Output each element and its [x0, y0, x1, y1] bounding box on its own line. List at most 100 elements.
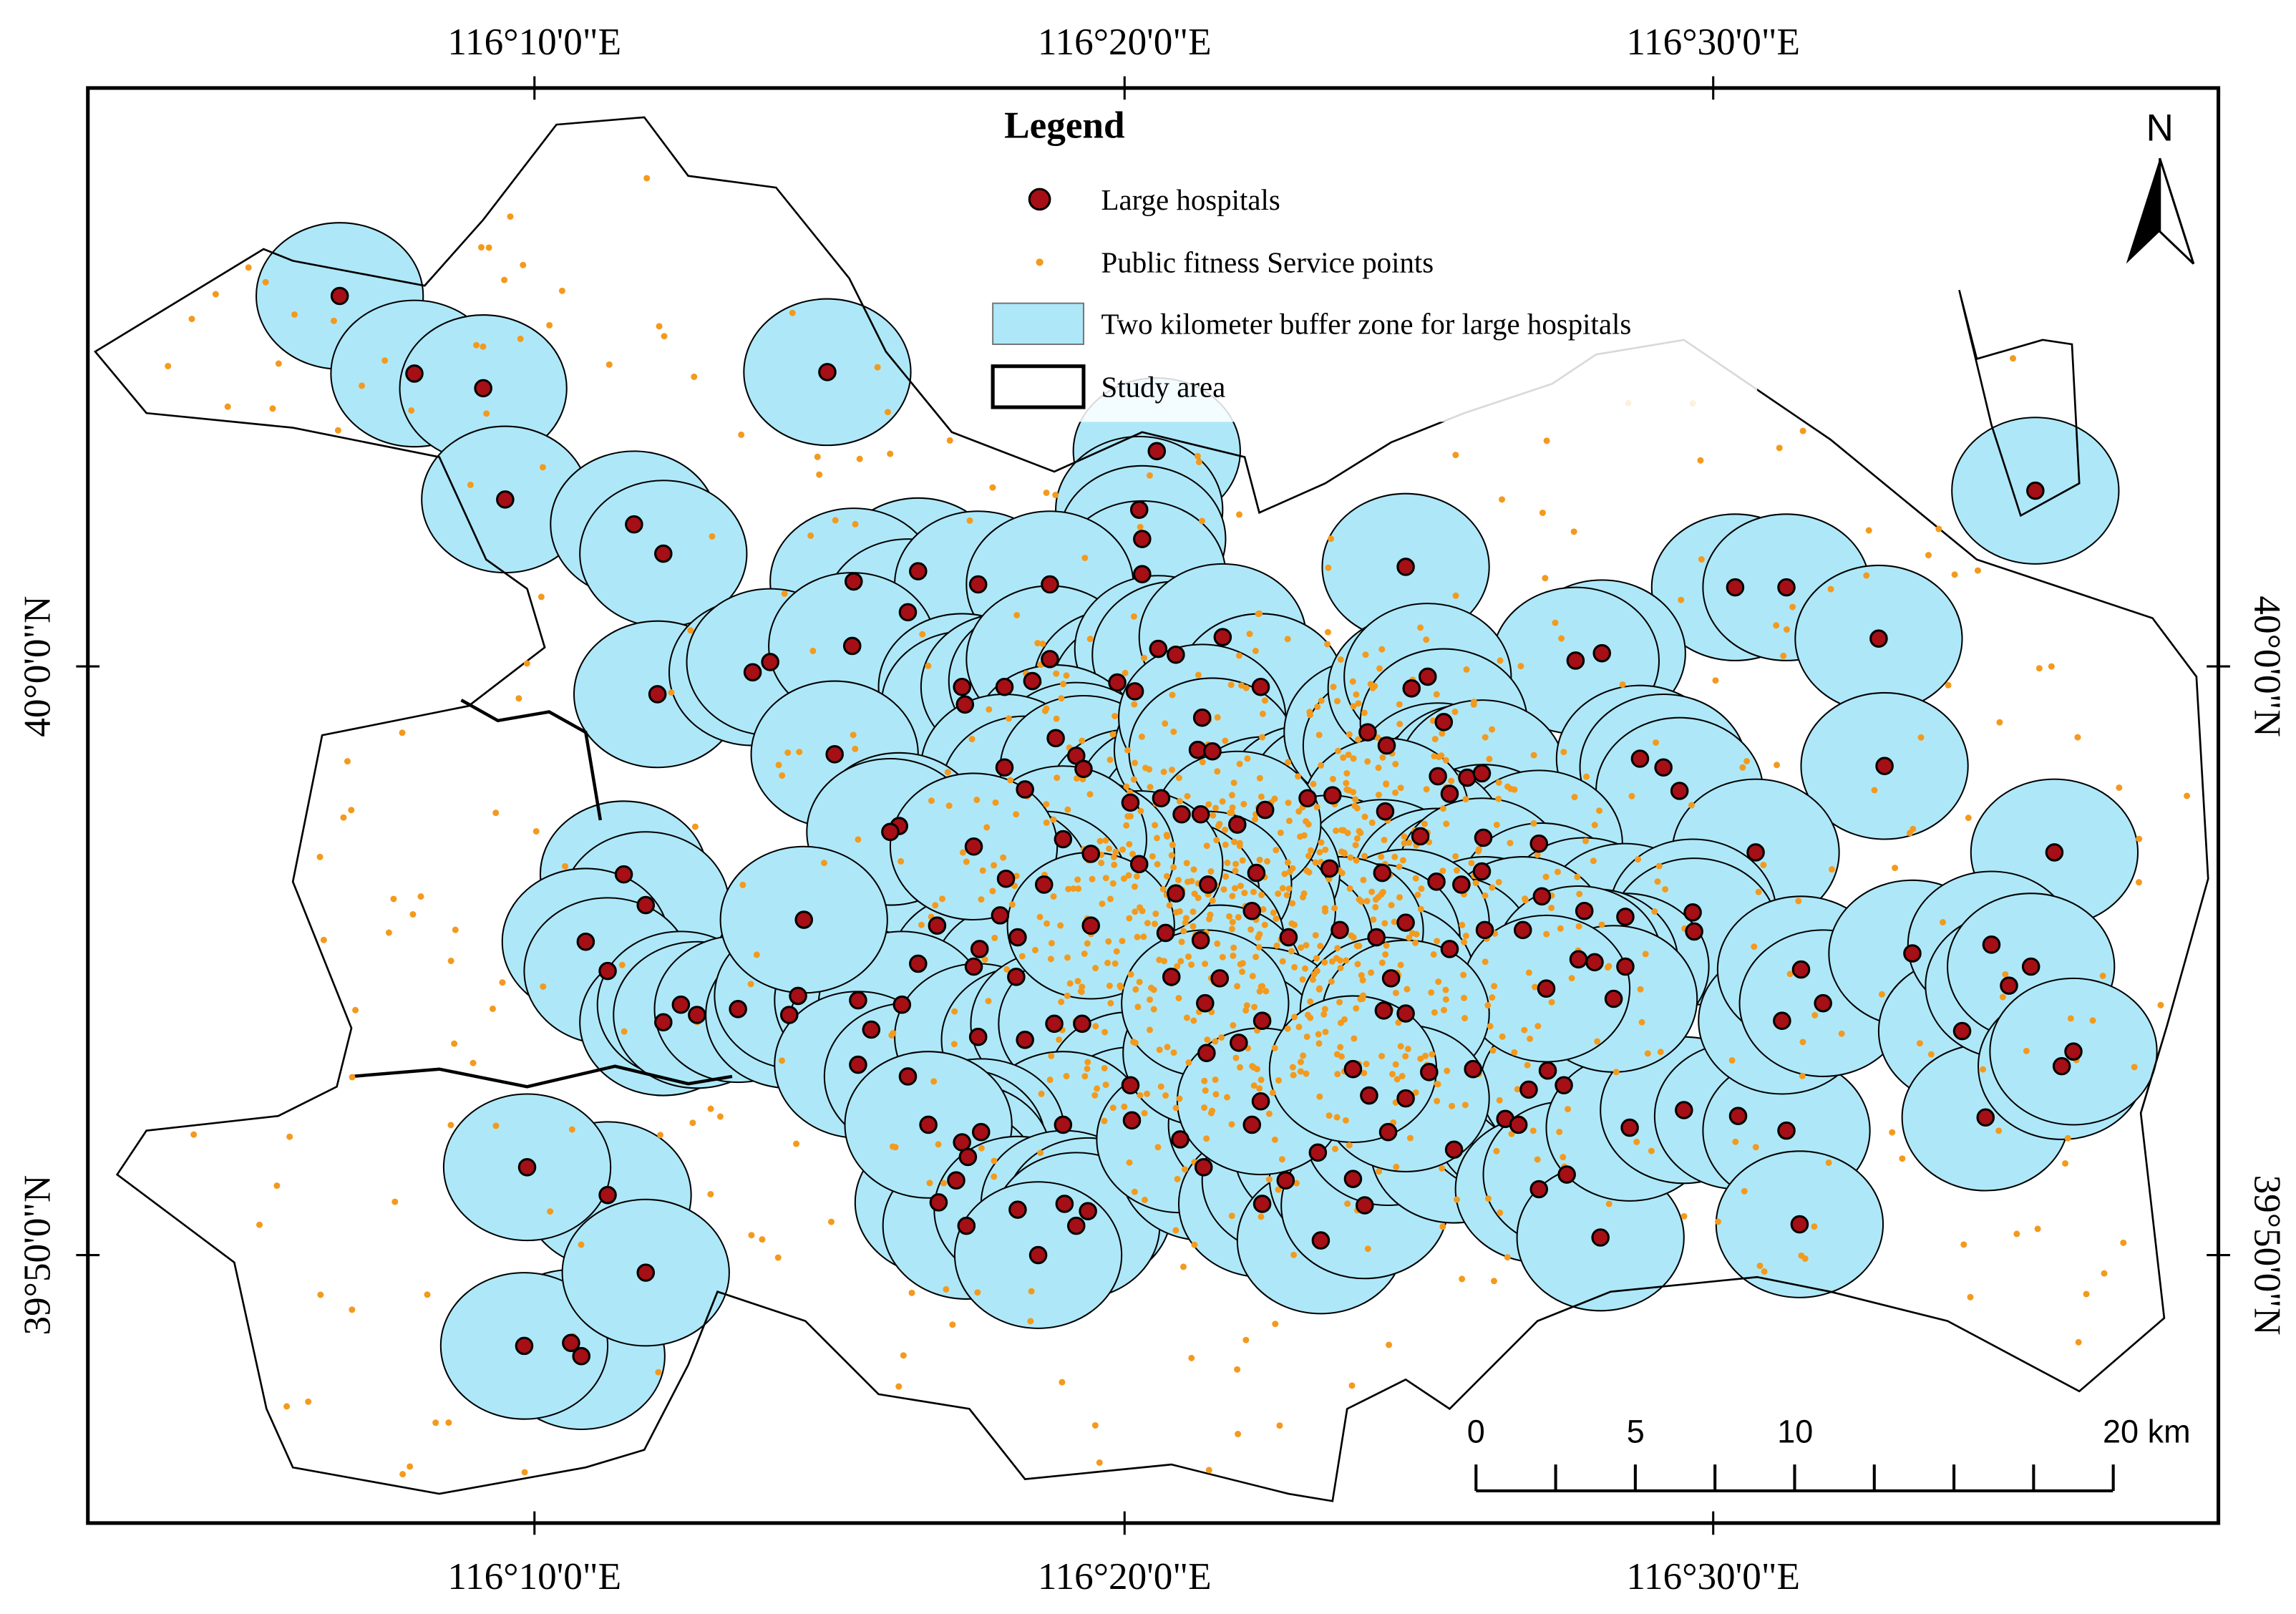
fitness-point — [1644, 1050, 1651, 1057]
hospital — [1199, 875, 1217, 894]
fitness-point — [1249, 1063, 1256, 1070]
hospital — [1440, 940, 1459, 958]
fitness-point — [1341, 1016, 1348, 1023]
fitness-point — [1383, 781, 1390, 788]
legend-symbol — [1028, 188, 1051, 211]
fitness-point — [1482, 734, 1489, 741]
fitness-point — [1439, 1223, 1446, 1230]
fitness-point — [1967, 1293, 1974, 1301]
fitness-point — [1240, 800, 1247, 807]
fitness-point — [1162, 1092, 1169, 1099]
fitness-point — [1999, 993, 2006, 1001]
fitness-point — [943, 1285, 950, 1293]
fitness-point — [1285, 799, 1292, 807]
hospital — [1683, 903, 1702, 922]
fitness-point — [1195, 458, 1202, 465]
hospital — [1121, 793, 1140, 812]
fitness-point — [1273, 942, 1280, 949]
fitness-point — [1261, 921, 1268, 928]
fitness-point — [1442, 986, 1449, 993]
fitness-point — [1712, 677, 1719, 684]
hospital — [1474, 828, 1493, 847]
fitness-point — [1789, 603, 1796, 611]
fitness-point — [547, 1208, 554, 1215]
fitness-point — [1397, 784, 1404, 792]
fitness-point — [1303, 818, 1310, 825]
fitness-point — [1827, 585, 1834, 593]
fitness-point — [1493, 821, 1500, 828]
scale-label: 10 — [1777, 1413, 1813, 1449]
hospital — [654, 544, 673, 563]
fitness-point — [1965, 815, 1972, 822]
hospital — [1172, 804, 1191, 824]
fitness-point — [1392, 1061, 1399, 1068]
hospital — [1298, 789, 1317, 808]
fitness-point — [738, 431, 745, 438]
fitness-point — [1558, 635, 1565, 642]
fitness-point — [1350, 703, 1357, 710]
fitness-point — [1281, 870, 1288, 878]
fitness-point — [1222, 737, 1229, 744]
fitness-point — [1101, 1117, 1108, 1124]
fitness-point — [1363, 1061, 1370, 1068]
fitness-point — [1028, 1288, 1035, 1295]
fitness-point — [1568, 975, 1575, 982]
fitness-point — [540, 983, 547, 990]
hospital — [1162, 968, 1181, 986]
fitness-point — [1107, 1000, 1114, 1007]
fitness-point — [1393, 1076, 1401, 1083]
fitness-point — [1302, 965, 1309, 972]
scale-bar-ticks — [1474, 1464, 2115, 1491]
fitness-point — [1065, 885, 1072, 893]
fitness-point — [1119, 846, 1127, 853]
fitness-point — [507, 213, 514, 220]
fitness-point — [1226, 913, 1233, 920]
fitness-point — [1995, 1127, 2003, 1134]
fitness-point — [1345, 751, 1352, 758]
fitness-point — [1352, 796, 1359, 803]
fitness-point — [1945, 681, 1952, 689]
fitness-point — [940, 1180, 948, 1187]
fitness-point — [1190, 866, 1197, 873]
fitness-point — [1960, 1241, 1967, 1248]
fitness-point — [1935, 525, 1942, 533]
fitness-point — [1091, 1092, 1099, 1099]
fitness-point — [946, 437, 953, 444]
fitness-point — [1351, 1035, 1358, 1042]
fitness-point — [1252, 953, 1260, 961]
fitness-point — [1428, 989, 1435, 996]
fitness-point — [1334, 945, 1341, 952]
fitness-point — [1152, 910, 1159, 918]
hospital — [1066, 1216, 1086, 1235]
fitness-point — [467, 481, 474, 488]
fitness-point — [1048, 1052, 1055, 1059]
hospital — [1529, 834, 1549, 853]
fitness-point — [1395, 1019, 1402, 1026]
fitness-point — [1132, 986, 1139, 993]
fitness-point — [1359, 977, 1366, 984]
hospital — [1777, 578, 1796, 597]
fitness-point — [1554, 868, 1561, 875]
hospital — [1376, 802, 1395, 821]
fitness-point — [1980, 1066, 1987, 1073]
fitness-point — [1013, 811, 1020, 818]
fitness-point — [1543, 437, 1550, 444]
hospital — [1569, 950, 1588, 969]
fitness-point — [2157, 1001, 2164, 1008]
fitness-point — [1391, 853, 1398, 860]
fitness-point — [1242, 684, 1250, 691]
lon-label: 116°30'0"E — [1626, 21, 1800, 63]
hospital — [562, 1333, 580, 1353]
fitness-point — [1801, 1255, 1809, 1262]
fitness-point — [1635, 856, 1642, 863]
fitness-point — [1299, 976, 1306, 983]
hospital — [844, 572, 863, 591]
fitness-point — [1434, 1097, 1441, 1104]
fitness-point — [452, 926, 459, 933]
fitness-point — [989, 484, 996, 491]
fitness-point — [1871, 787, 1878, 794]
fitness-point — [1376, 665, 1383, 672]
fitness-point — [950, 1041, 958, 1048]
coordinate-labels: 116°10'0"E 116°20'0"E 116°30'0"E 116°10'… — [16, 21, 2289, 1598]
fitness-point — [1154, 860, 1161, 867]
